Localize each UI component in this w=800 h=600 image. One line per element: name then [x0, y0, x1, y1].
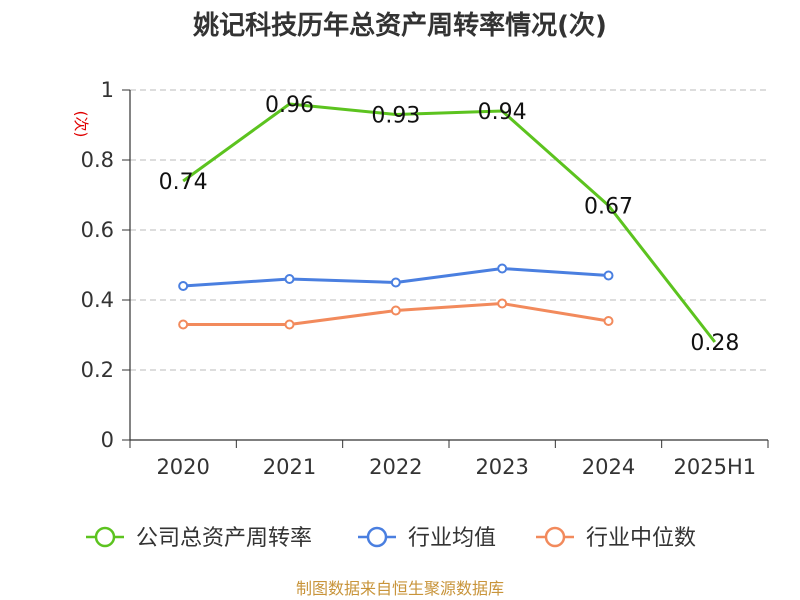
chart-title: 姚记科技历年总资产周转率情况(次): [192, 10, 607, 41]
data-label: 0.96: [265, 93, 314, 118]
y-tick-label: 0.6: [81, 218, 114, 242]
legend-marker: [544, 526, 566, 548]
data-point: [390, 277, 401, 288]
y-tick-label: 0.2: [81, 358, 114, 382]
legend-marker: [94, 526, 116, 548]
x-tick-label: 2020: [156, 455, 209, 479]
axes: 0 0.2 0.4 0.6 0.8 1 2020 2021 2022 2023 2024 2025H1: [81, 78, 769, 479]
x-tick-label: 2023: [475, 455, 528, 479]
x-tick-label: 2024: [582, 455, 635, 479]
data-point: [284, 274, 295, 284]
data-label: 0.67: [584, 195, 633, 220]
legend[interactable]: 公司总资产周转率 行业均值 行业中位数: [86, 526, 696, 551]
x-tick-label: 2022: [369, 455, 422, 479]
legend-label: 行业均值: [408, 526, 496, 551]
data-point: [603, 316, 614, 326]
y-tick-label: 0.8: [81, 148, 114, 172]
data-label: 0.74: [159, 170, 208, 195]
legend-marker: [366, 526, 388, 548]
legend-label: 公司总资产周转率: [136, 526, 312, 551]
data-point: [497, 298, 508, 309]
grid: [130, 89, 768, 371]
y-tick-label: 1: [101, 78, 114, 102]
x-tick-label: 2025H1: [674, 455, 757, 479]
series-line: [182, 102, 717, 343]
data-point: [178, 281, 189, 291]
y-tick-label: 0: [101, 428, 114, 452]
data-point: [178, 319, 189, 330]
data-point: [497, 263, 508, 274]
y-axis-label: (次): [72, 111, 90, 138]
x-tick-label: 2021: [263, 455, 316, 479]
data-point: [284, 319, 295, 330]
source-note: 制图数据来自恒生聚源数据库: [296, 579, 504, 598]
series-layer: 0.74 0.96 0.93 0.94 0.67 0.28: [159, 93, 740, 356]
data-label: 0.93: [371, 104, 420, 129]
data-label: 0.28: [690, 331, 739, 356]
data-label: 0.94: [478, 100, 527, 125]
legend-label: 行业中位数: [586, 526, 696, 551]
data-point: [603, 270, 614, 281]
data-point: [390, 305, 401, 316]
y-tick-label: 0.4: [81, 288, 114, 312]
